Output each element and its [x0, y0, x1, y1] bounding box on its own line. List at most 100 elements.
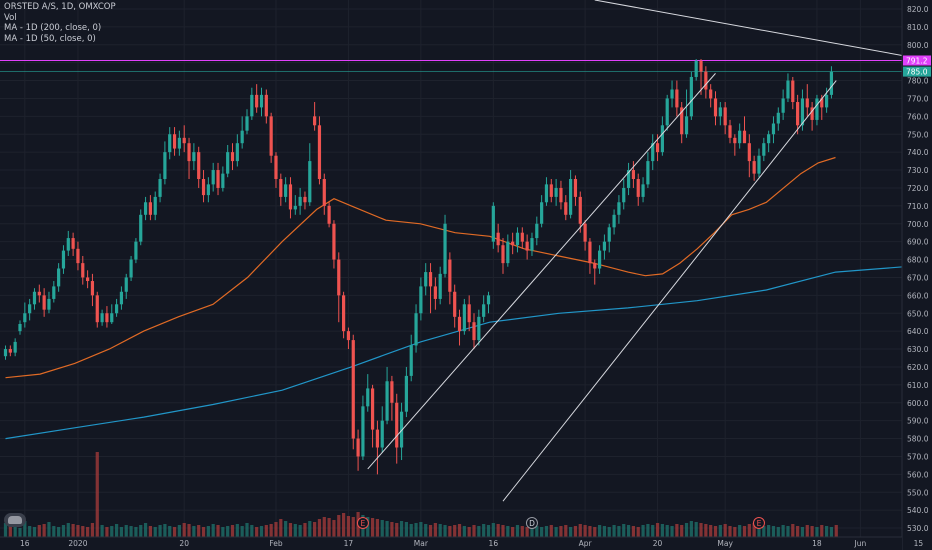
volume-bar — [322, 517, 326, 537]
price-tick-label: 730.0 — [907, 166, 929, 175]
volume-bar — [530, 525, 534, 537]
tradingview-logo-icon[interactable] — [4, 513, 26, 527]
candle-body — [356, 438, 360, 457]
volume-bar — [134, 527, 138, 537]
candle-body — [361, 406, 365, 457]
candle-body — [8, 349, 12, 353]
candle-body — [733, 137, 737, 144]
price-tick-label: 720.0 — [907, 184, 929, 193]
candle — [709, 84, 713, 108]
candle-body — [718, 107, 722, 117]
candle — [86, 270, 90, 289]
candle — [192, 143, 196, 171]
candle — [723, 102, 727, 135]
volume-bar — [153, 527, 157, 537]
candle — [805, 84, 809, 117]
volume-bar — [747, 524, 751, 537]
price-tick-label: 590.0 — [907, 417, 929, 426]
candle — [718, 102, 722, 126]
time-tick-label: 2020 — [68, 539, 87, 548]
candle-body — [153, 196, 157, 215]
volume-bar — [197, 525, 201, 537]
candle-body — [288, 184, 293, 210]
volume-bar — [370, 518, 375, 537]
candle — [738, 123, 742, 149]
candle-body — [255, 94, 259, 108]
candle — [206, 177, 210, 203]
volume-bar — [588, 526, 592, 537]
volume-bar — [293, 524, 297, 537]
volume-bar — [86, 527, 90, 537]
volume-bar — [32, 527, 37, 537]
candle-body — [752, 161, 756, 174]
candle — [453, 284, 457, 328]
candle — [457, 309, 462, 346]
candle — [689, 71, 693, 120]
candle-body — [796, 102, 800, 126]
candle — [443, 214, 447, 278]
candle-body — [699, 60, 703, 72]
volume-bar — [419, 522, 423, 537]
volume-bar — [18, 528, 22, 537]
volume-bar — [771, 526, 776, 537]
candle — [18, 320, 22, 335]
candle-body — [81, 263, 85, 278]
candle — [390, 375, 394, 421]
volume-bar — [375, 519, 380, 537]
volume-bar — [414, 523, 418, 537]
price-tick-label: 750.0 — [907, 130, 929, 139]
event-marker[interactable]: D — [525, 517, 538, 529]
volume-bar — [660, 524, 664, 537]
candle-body — [66, 238, 70, 251]
volume-bar — [834, 525, 838, 537]
candle-body — [786, 80, 790, 99]
event-marker[interactable]: E — [752, 517, 765, 529]
candle-body — [781, 98, 785, 113]
volume-bar — [288, 523, 293, 537]
candle — [337, 252, 341, 323]
candle-body — [443, 223, 447, 274]
candle — [829, 66, 834, 99]
volume-bar — [617, 526, 621, 537]
candle-body — [90, 281, 95, 296]
candle — [684, 89, 689, 138]
candle-body — [313, 116, 317, 126]
volume-bar — [540, 527, 544, 537]
candle — [636, 173, 640, 206]
candle-body — [709, 89, 713, 99]
volume-bar — [187, 524, 191, 537]
volume-bar — [767, 525, 771, 537]
volume-bar — [757, 525, 761, 537]
candle — [28, 298, 32, 321]
candle-body — [829, 71, 834, 95]
candle-body — [216, 170, 220, 188]
event-marker[interactable]: E — [356, 517, 369, 529]
volume-bar — [259, 526, 264, 537]
candle-body — [201, 179, 206, 196]
volume-bar — [467, 527, 471, 537]
event-marker-label: E — [757, 519, 762, 528]
candle-body — [675, 89, 679, 108]
candle-body — [134, 241, 138, 260]
candle-body — [588, 241, 592, 264]
candle — [395, 393, 399, 464]
volume-bar — [781, 525, 785, 537]
candle — [139, 209, 143, 246]
candle-body — [317, 125, 322, 179]
candle — [530, 232, 534, 256]
candle-body — [42, 295, 46, 310]
candle — [680, 102, 684, 144]
volume-bar — [380, 520, 384, 537]
volume-bar — [23, 521, 27, 537]
price-tick-label: 630.0 — [907, 345, 929, 354]
volume-bar — [201, 527, 206, 537]
candle — [617, 195, 621, 224]
candle-body — [544, 184, 549, 203]
volume-bar — [399, 521, 404, 537]
candle — [332, 220, 336, 269]
candle-body — [211, 170, 215, 185]
candle — [569, 170, 573, 219]
price-tick-label: 620.0 — [907, 363, 929, 372]
